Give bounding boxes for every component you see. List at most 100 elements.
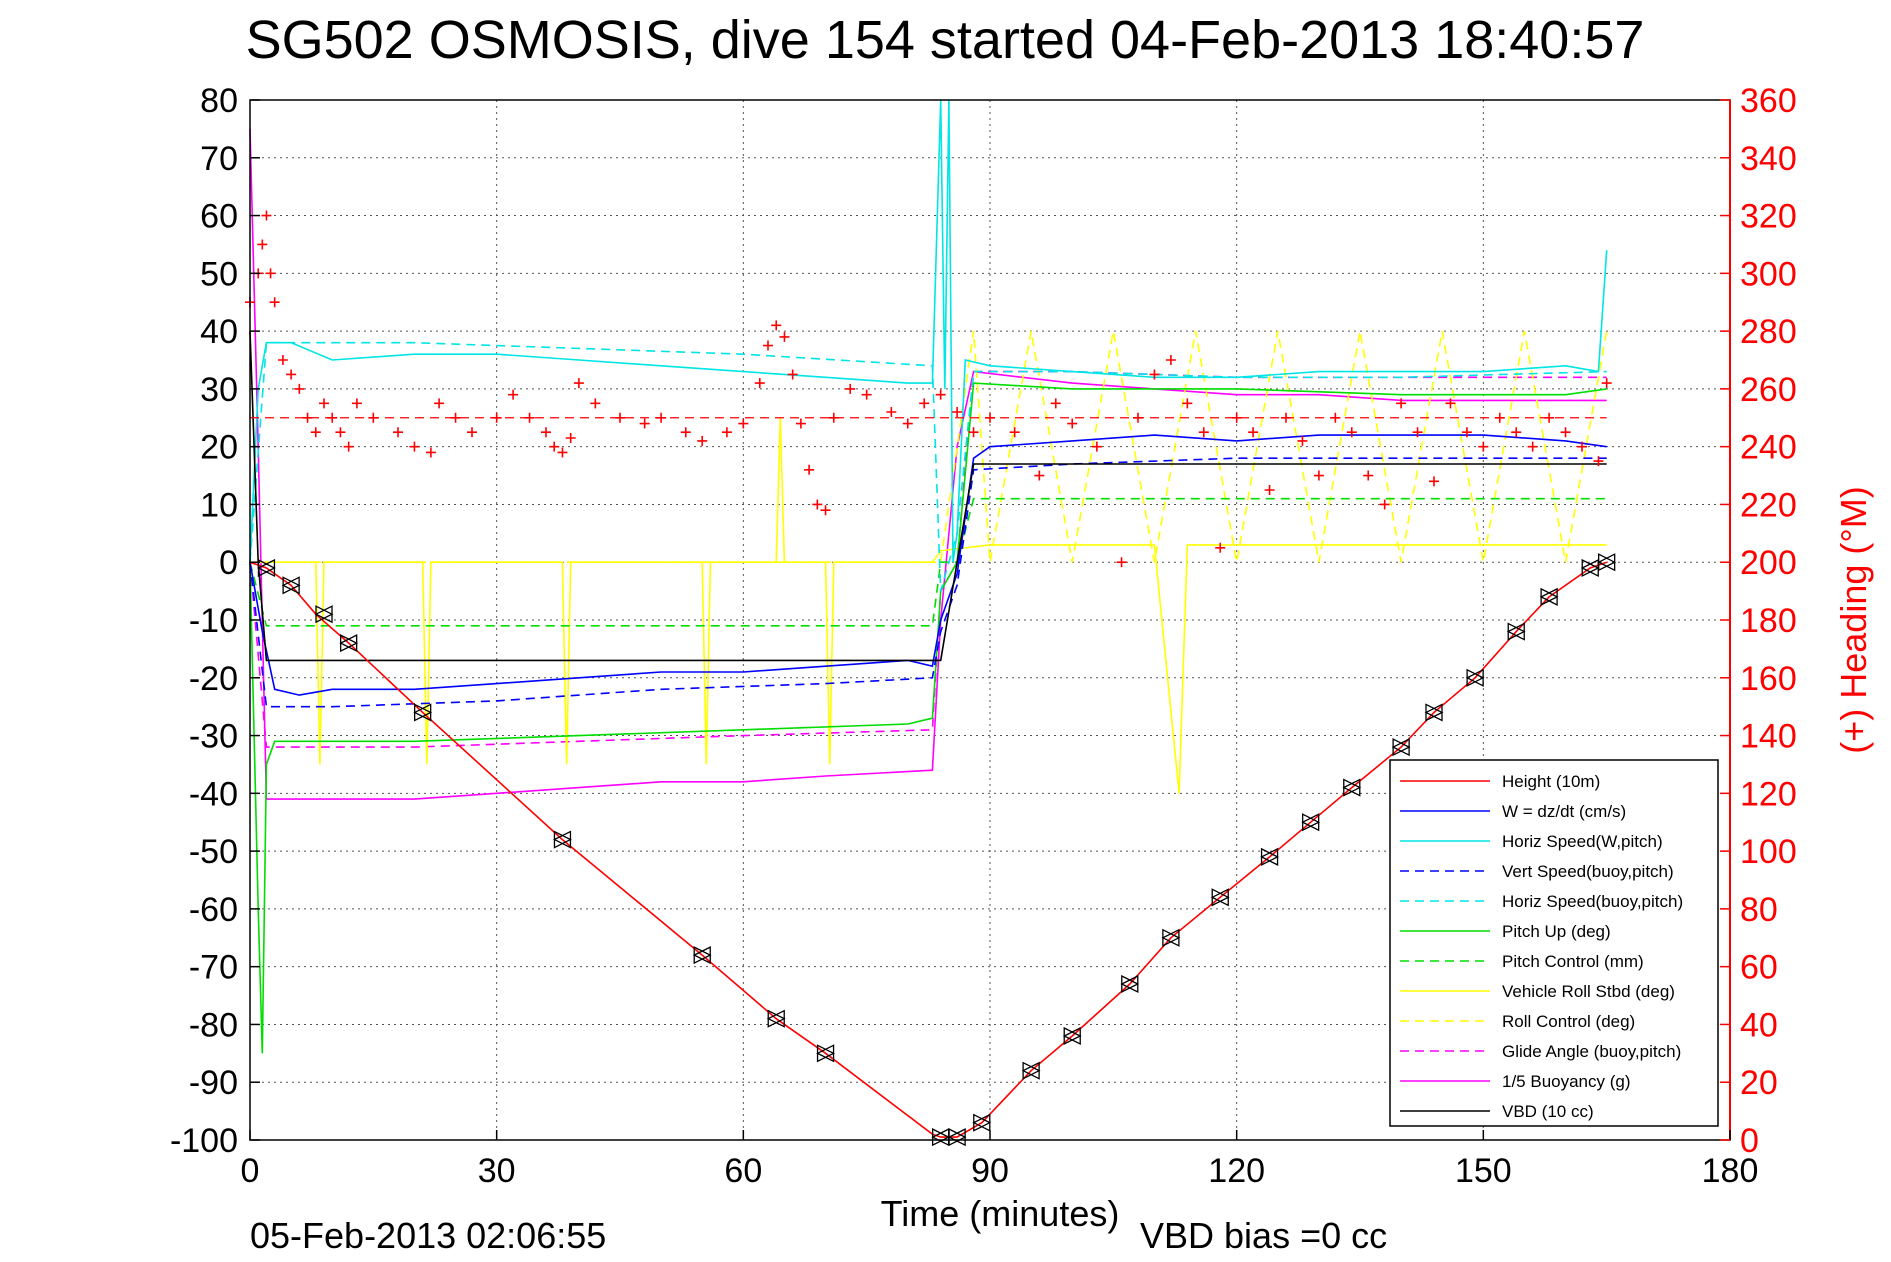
x-tick-label: 0: [241, 1152, 260, 1190]
heading-point: [1297, 435, 1308, 446]
heading-layer: [245, 210, 1612, 568]
x-tick-label: 180: [1702, 1152, 1759, 1190]
heading-point: [656, 412, 667, 423]
y-tick-label: -80: [189, 1006, 238, 1044]
legend-label: Horiz Speed(W,pitch): [1502, 832, 1663, 851]
heading-point: [1198, 427, 1209, 438]
glider-marker-left: [766, 1009, 785, 1028]
heading-point: [968, 427, 979, 438]
legend-label: Pitch Control (mm): [1502, 952, 1644, 971]
series-line-pitch-control-mm: [249, 497, 1607, 627]
heading-point: [721, 427, 732, 438]
y-tick-label: -60: [189, 891, 238, 929]
heading-point: [335, 427, 346, 438]
y2-tick-label: 80: [1740, 891, 1778, 929]
heading-point: [1281, 412, 1291, 423]
heading-point: [1560, 427, 1571, 438]
heading-point: [269, 297, 280, 308]
heading-point: [450, 412, 461, 423]
y-axis-ticks: 80 70 60 50 40 30 20 10 0 -10 -20 -30 -40 -50 -60 -70 -8…: [170, 82, 260, 1160]
glider-marker-left: [1506, 622, 1525, 641]
y2-tick-label: 20: [1740, 1064, 1778, 1102]
heading-point: [787, 369, 798, 380]
heading-point: [1116, 557, 1127, 568]
heading-point: [1412, 427, 1423, 438]
glider-marker-left: [947, 1128, 966, 1147]
y-tick-label: -10: [189, 602, 238, 640]
glider-marker-left: [1342, 778, 1361, 797]
heading-point: [1593, 456, 1604, 467]
legend-label: Vert Speed(buoy,pitch): [1502, 862, 1674, 881]
y-tick-label: -40: [189, 775, 238, 813]
heading-point: [590, 398, 601, 409]
glider-marker-left: [816, 1044, 835, 1063]
y2-tick-label: 140: [1740, 718, 1797, 756]
legend-label: Glide Angle (buoy,pitch): [1502, 1042, 1681, 1061]
heading-point: [294, 383, 305, 394]
heading-point: [680, 427, 691, 438]
heading-point: [952, 407, 963, 417]
y-tick-label: 60: [200, 198, 238, 236]
heading-point: [524, 412, 535, 423]
marker-layer: [256, 553, 1617, 1147]
glider-marker-left: [1301, 813, 1320, 832]
legend-label: Horiz Speed(buoy,pitch): [1502, 892, 1683, 911]
y2-tick-label: 100: [1740, 833, 1797, 871]
series-line-roll-control-deg: [249, 330, 1608, 563]
heading-point: [804, 464, 815, 475]
heading-point: [1149, 369, 1160, 380]
heading-point: [393, 427, 403, 438]
heading-point: [573, 378, 584, 389]
footer-timestamp: 05-Feb-2013 02:06:55: [250, 1215, 606, 1256]
y-tick-label: -100: [170, 1122, 238, 1160]
heading-point: [1478, 441, 1489, 452]
heading-point: [1133, 412, 1143, 423]
heading-point: [434, 398, 445, 409]
heading-point: [1231, 412, 1242, 423]
heading-point: [1511, 427, 1522, 438]
x-tick-label: 90: [971, 1152, 1009, 1190]
legend-label: Height (10m): [1502, 772, 1600, 791]
heading-point: [935, 389, 946, 400]
heading-point: [771, 320, 782, 331]
series-line-1-5-buoyancy-g: [249, 128, 1607, 800]
heading-point: [985, 412, 995, 423]
legend-label: Pitch Up (deg): [1502, 922, 1611, 941]
y-tick-label: -50: [189, 833, 238, 871]
heading-point: [1248, 427, 1259, 438]
heading-point: [697, 435, 708, 446]
heading-point: [1429, 476, 1439, 487]
heading-point: [261, 210, 272, 221]
heading-point: [1009, 427, 1020, 438]
glider-marker-left: [314, 605, 333, 624]
x-tick-label: 120: [1208, 1152, 1265, 1190]
series-line-w-dz-dt-cm-s: [249, 434, 1607, 696]
heading-point: [257, 239, 268, 250]
series-line-glide-angle-buoy-pitch: [249, 370, 1607, 748]
y-tick-label: 30: [200, 371, 238, 409]
heading-point: [754, 378, 765, 389]
heading-point: [1396, 398, 1407, 409]
glider-marker-left: [1120, 974, 1139, 994]
heading-point: [779, 331, 790, 342]
heading-point: [1215, 542, 1226, 553]
y2-tick-label: 220: [1740, 486, 1797, 524]
series-line-pitch-up-deg: [249, 382, 1607, 1054]
y-tick-label: -70: [189, 949, 238, 987]
y-tick-label: -20: [189, 660, 238, 698]
y2-tick-label: 0: [1740, 1122, 1759, 1160]
series-line-vert-speed-buoy-pitch: [249, 457, 1607, 708]
x-tick-label: 150: [1455, 1152, 1512, 1190]
glider-marker-left: [1021, 1061, 1040, 1080]
y2-tick-label: 180: [1740, 602, 1797, 640]
y-tick-label: 80: [200, 82, 238, 120]
y2-tick-label: 320: [1740, 198, 1797, 236]
legend-label: VBD (10 cc): [1502, 1102, 1594, 1121]
heading-point: [886, 407, 897, 417]
series-line-horiz-speed-buoy-pitch: [249, 341, 1607, 592]
heading-point: [845, 383, 856, 394]
y2-tick-label: 360: [1740, 82, 1797, 120]
heading-point: [467, 427, 477, 438]
heading-point: [319, 398, 329, 409]
heading-point: [1067, 418, 1078, 429]
